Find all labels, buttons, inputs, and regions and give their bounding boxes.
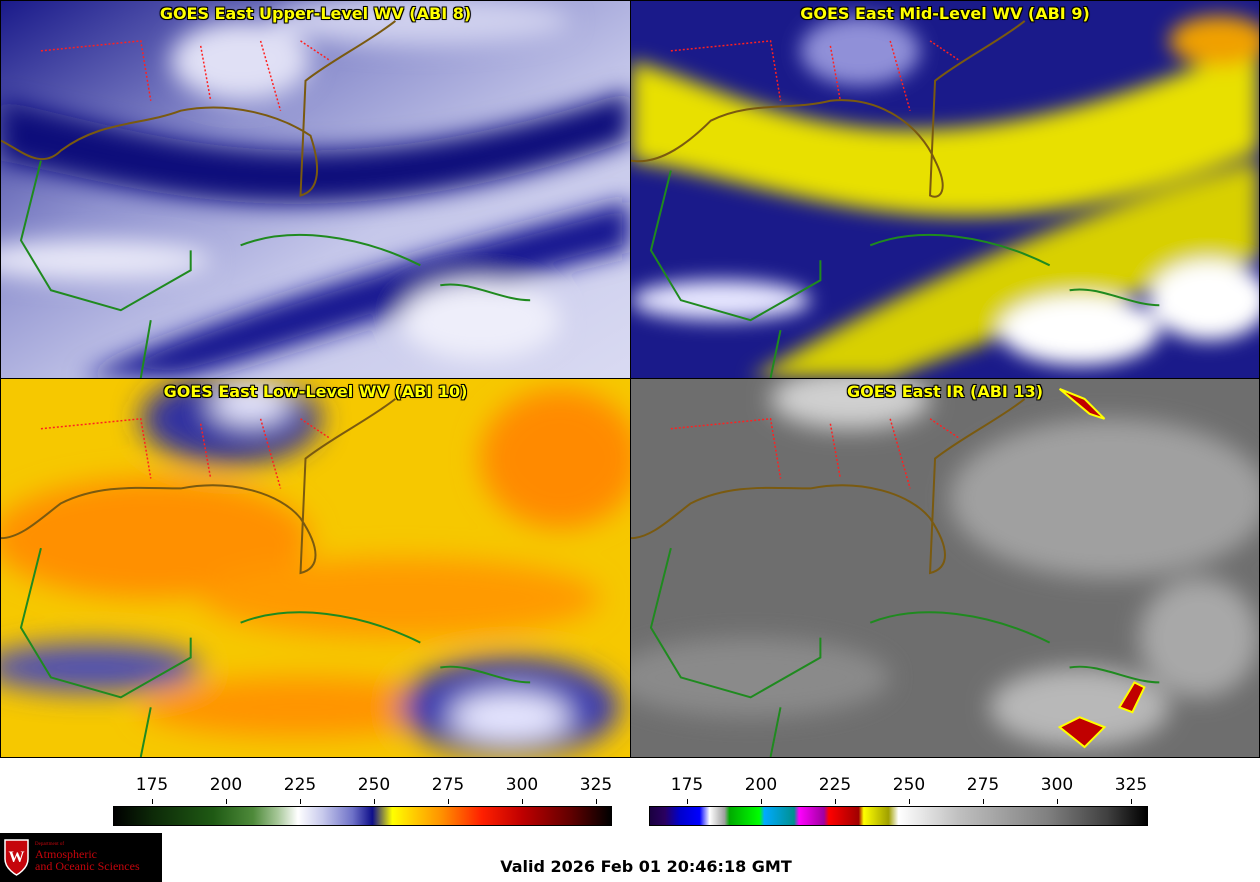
ir-tick-label: 175: [670, 775, 704, 795]
ir-tick-mark: [1131, 799, 1132, 804]
ir-tick-mark: [761, 799, 762, 804]
wv-tick-mark: [226, 799, 227, 804]
panel-title: GOES East IR (ABI 13): [846, 382, 1044, 401]
ir-tick-label: 325: [1114, 775, 1148, 795]
wv-colorbar: [113, 806, 612, 826]
wv-tick-mark: [596, 799, 597, 804]
wv-tick-mark: [300, 799, 301, 804]
panel-title: GOES East Mid-Level WV (ABI 9): [800, 4, 1090, 23]
svg-text:W: W: [9, 849, 25, 866]
ir-tick-mark: [983, 799, 984, 804]
wv-tick-mark: [374, 799, 375, 804]
wv-tick-label: 250: [357, 775, 391, 795]
aos-logo[interactable]: W Department of Atmospheric and Oceanic …: [0, 833, 162, 882]
ir-tick-mark: [909, 799, 910, 804]
ir-tick-label: 300: [1040, 775, 1074, 795]
wv-tick-label: 200: [209, 775, 243, 795]
valid-time: Valid 2026 Feb 01 20:46:18 GMT: [500, 857, 792, 876]
wv-tick-label: 325: [579, 775, 613, 795]
ir-tick-mark: [835, 799, 836, 804]
panel-title: GOES East Low-Level WV (ABI 10): [163, 382, 468, 401]
ir-image: [631, 379, 1259, 757]
wv-tick-label: 300: [505, 775, 539, 795]
wv-tick-mark: [522, 799, 523, 804]
ir-tick-mark: [687, 799, 688, 804]
wv-tick-label: 175: [135, 775, 169, 795]
ir-tick-label: 200: [744, 775, 778, 795]
ir-colorbar: [649, 806, 1148, 826]
logo-department-text: Department of: [35, 842, 65, 847]
ir-tick-label: 275: [966, 775, 1000, 795]
wv-tick-label: 275: [431, 775, 465, 795]
wv-tick-mark: [448, 799, 449, 804]
panel-mid-level-wv: GOES East Mid-Level WV (ABI 9): [630, 0, 1260, 379]
wv-tick-label: 225: [283, 775, 317, 795]
upper-level-wv-image: [1, 1, 630, 378]
low-level-wv-image: [1, 379, 630, 757]
ir-tick-label: 250: [892, 775, 926, 795]
panel-title: GOES East Upper-Level WV (ABI 8): [159, 4, 472, 23]
uw-crest-icon: W: [4, 839, 29, 876]
logo-oceanic-text: and Oceanic Sciences: [35, 859, 140, 873]
logo-atmospheric-text: Atmospheric: [35, 847, 97, 861]
mid-level-wv-image: [631, 1, 1259, 378]
panel-ir: GOES East IR (ABI 13): [630, 378, 1260, 758]
ir-tick-label: 225: [818, 775, 852, 795]
ir-tick-mark: [1057, 799, 1058, 804]
panel-low-level-wv: GOES East Low-Level WV (ABI 10): [0, 378, 631, 758]
wv-tick-mark: [152, 799, 153, 804]
panel-upper-level-wv: GOES East Upper-Level WV (ABI 8): [0, 0, 631, 379]
